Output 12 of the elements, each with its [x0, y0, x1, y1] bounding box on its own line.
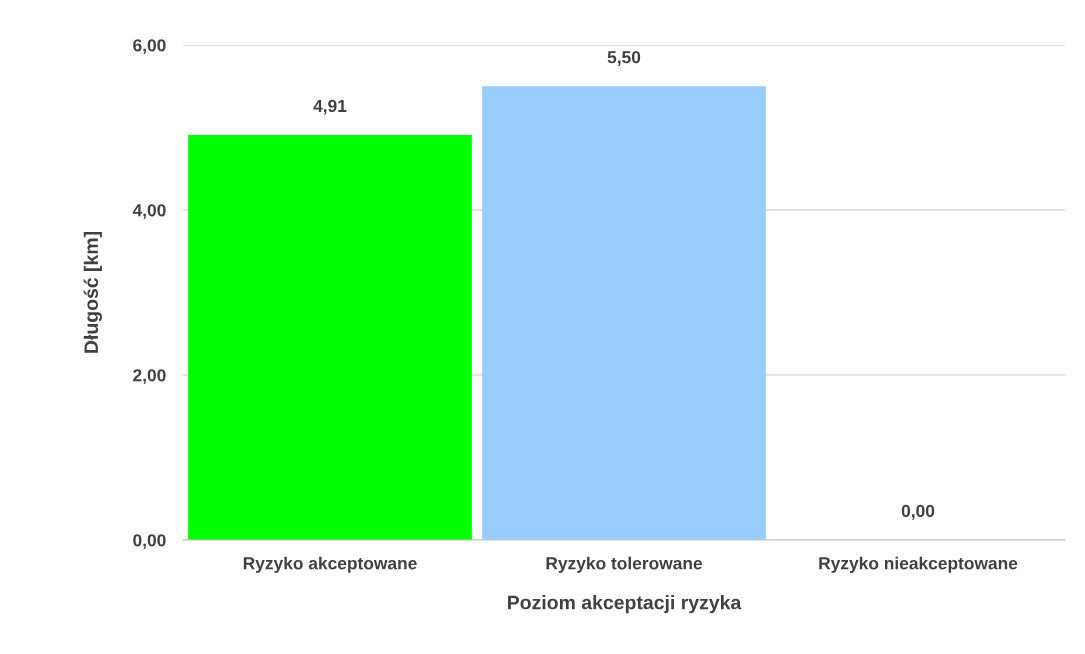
x-axis-title: Poziom akceptacji ryzyka: [508, 595, 742, 614]
y-tick-label: 6,00: [133, 39, 166, 54]
y-tick-label: 0,00: [133, 534, 166, 549]
data-label: 5,50: [607, 51, 641, 66]
x-tick-label: Ryzyko nieakceptowane: [819, 556, 1018, 573]
y-axis-title: Długość [km]: [83, 232, 102, 353]
data-label: 0,00: [901, 504, 935, 520]
data-label: 4,91: [313, 99, 347, 115]
y-tick-label: 4,00: [132, 204, 166, 219]
y-tick-label: 2,00: [133, 369, 166, 384]
x-tick-label: Ryzyko tolerowane: [546, 556, 703, 573]
x-tick-label: Ryzyko akceptowane: [243, 556, 417, 573]
